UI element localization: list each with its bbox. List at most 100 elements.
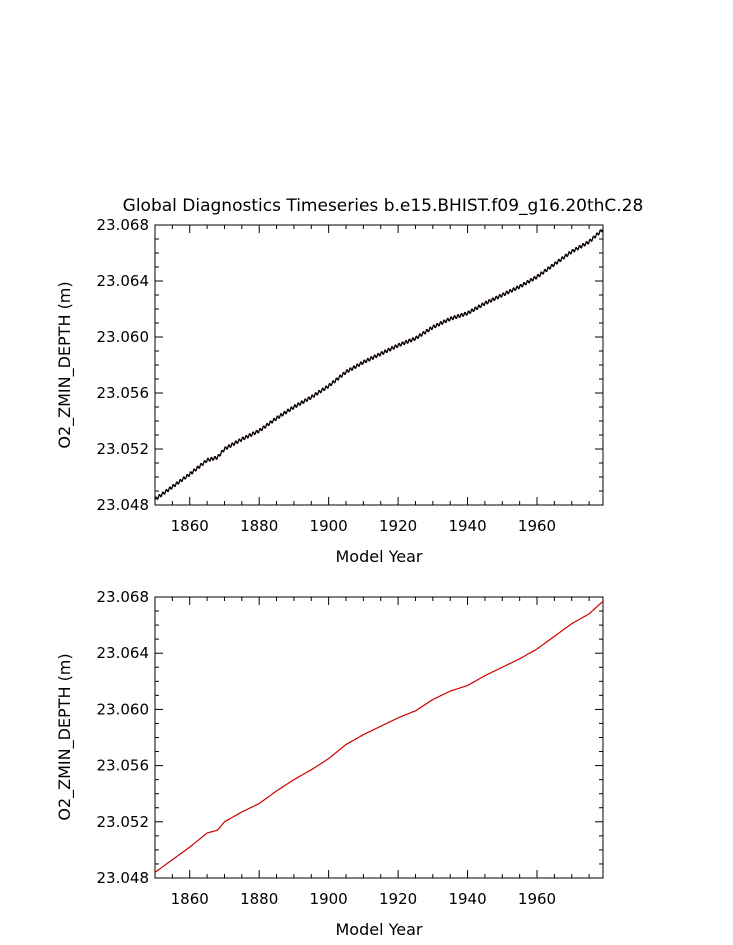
data-point <box>298 403 300 405</box>
data-point <box>348 371 350 373</box>
y-tick-label: 23.048 <box>97 496 150 514</box>
data-point <box>369 358 371 360</box>
data-point <box>366 359 368 362</box>
data-point <box>523 282 526 284</box>
data-point <box>536 276 538 278</box>
data-point <box>387 348 389 351</box>
data-point <box>598 231 601 233</box>
data-point <box>386 351 388 353</box>
data-point <box>526 281 528 283</box>
data-point <box>334 381 336 383</box>
data-point <box>587 242 590 245</box>
data-point <box>299 403 302 405</box>
data-point <box>425 330 427 332</box>
data-point <box>307 397 309 399</box>
data-point <box>484 301 486 304</box>
data-point <box>414 337 417 339</box>
data-point <box>435 325 437 328</box>
data-point <box>449 319 451 321</box>
data-point <box>386 350 388 352</box>
data-point <box>598 232 600 234</box>
data-point <box>168 489 170 491</box>
data-point <box>367 359 370 361</box>
data-point <box>357 364 359 366</box>
x-tick-label: 1860 <box>171 890 209 908</box>
data-point <box>258 431 260 433</box>
data-point <box>487 302 489 304</box>
data-point <box>576 247 578 249</box>
data-point <box>321 388 323 391</box>
data-point <box>207 458 210 460</box>
data-point <box>328 385 330 387</box>
data-point <box>482 303 484 305</box>
data-point <box>428 329 430 331</box>
data-point <box>379 354 382 356</box>
data-point <box>303 401 305 403</box>
data-point <box>345 370 347 372</box>
data-point <box>484 302 486 304</box>
data-point <box>501 293 504 295</box>
data-point <box>275 418 277 420</box>
data-point <box>211 457 213 459</box>
data-point <box>466 312 469 314</box>
data-point <box>380 353 382 355</box>
data-point <box>397 345 399 347</box>
data-point <box>175 482 177 484</box>
data-point <box>231 443 233 445</box>
data-point <box>247 436 250 438</box>
data-point <box>203 461 205 463</box>
data-point <box>431 327 434 329</box>
data-point <box>206 459 208 461</box>
data-point <box>192 472 194 474</box>
data-point <box>563 257 566 259</box>
data-point <box>338 376 340 378</box>
data-point <box>400 344 402 347</box>
data-point <box>531 279 533 281</box>
data-point <box>362 361 364 363</box>
data-point <box>479 305 481 307</box>
data-point <box>321 389 323 392</box>
data-point <box>196 467 198 469</box>
data-point <box>172 485 174 487</box>
data-point <box>584 244 586 247</box>
data-point <box>395 345 397 347</box>
data-point <box>579 245 581 247</box>
data-point <box>461 314 463 316</box>
data-point <box>383 351 385 353</box>
data-point <box>354 366 356 368</box>
data-point <box>561 257 563 259</box>
data-point <box>251 434 253 436</box>
data-point <box>293 407 295 409</box>
data-point <box>428 328 430 331</box>
data-point <box>348 370 350 372</box>
data-point <box>262 426 264 428</box>
data-point <box>324 387 326 389</box>
data-point <box>393 348 395 350</box>
data-point <box>449 318 451 320</box>
data-point <box>539 275 541 277</box>
data-point <box>481 303 483 306</box>
data-point <box>220 451 222 453</box>
data-point <box>586 241 588 243</box>
data-point <box>456 315 459 317</box>
data-point <box>255 431 257 434</box>
data-point <box>449 317 452 319</box>
data-point <box>428 330 430 332</box>
data-point <box>352 368 354 370</box>
data-point <box>213 457 215 459</box>
data-point <box>477 307 479 309</box>
data-point <box>490 300 493 302</box>
data-point <box>352 366 354 368</box>
data-point <box>460 314 462 317</box>
data-point <box>493 298 495 300</box>
data-point <box>567 254 569 256</box>
data-point <box>557 261 559 263</box>
data-point <box>324 386 327 388</box>
data-point <box>574 248 577 250</box>
data-point <box>515 289 517 291</box>
data-point <box>195 469 197 471</box>
data-point <box>355 367 357 369</box>
data-point <box>327 386 329 388</box>
data-point <box>440 321 442 323</box>
data-point <box>412 337 415 340</box>
